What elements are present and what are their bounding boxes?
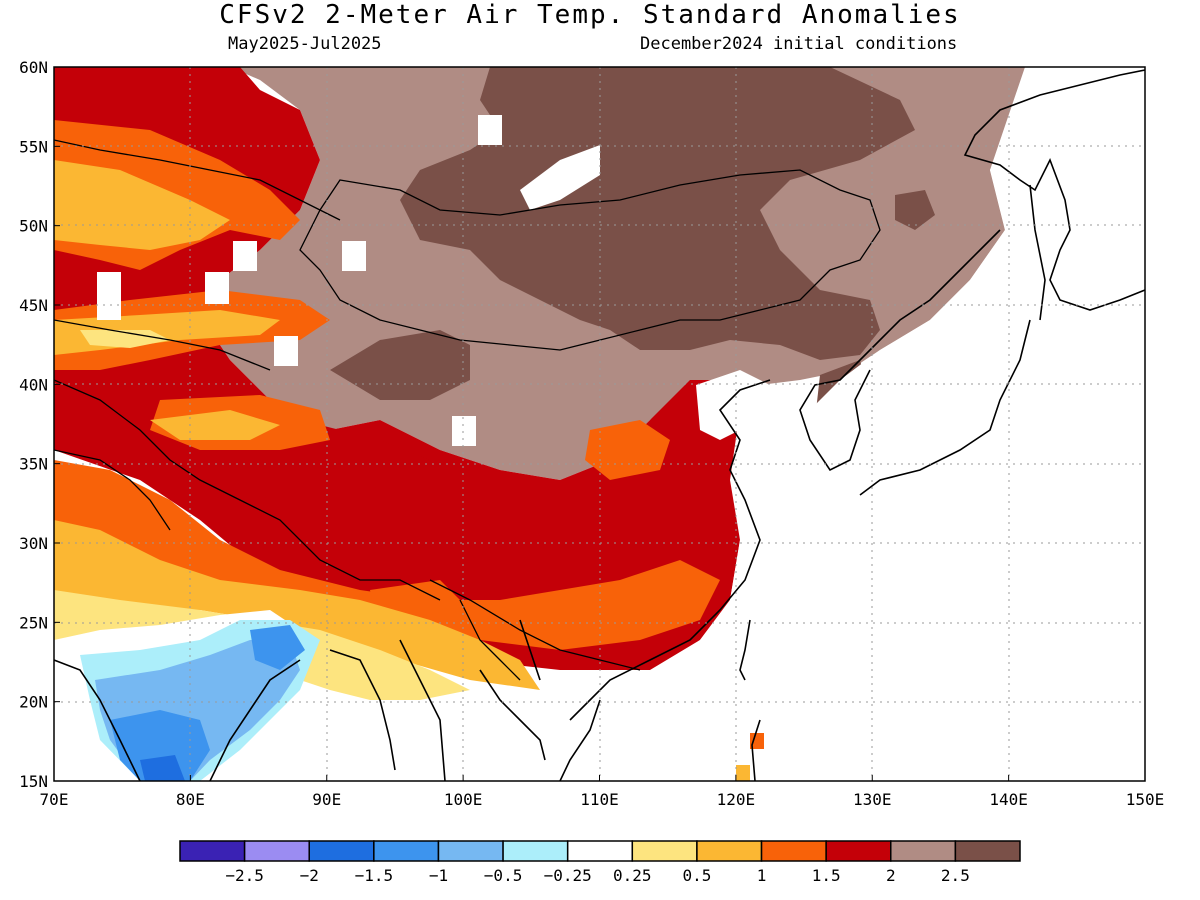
lon-tick-label: 120E [717, 790, 756, 809]
lon-tick-label: 150E [1126, 790, 1165, 809]
colorbar-label: 2.5 [941, 866, 970, 885]
forecast-period: May2025-Jul2025 [228, 34, 382, 54]
colorbar-swatch [243, 840, 310, 862]
colorbar-swatch [179, 840, 246, 862]
lat-tick-label: 15N [19, 772, 48, 791]
anomaly-region-over2_5 [400, 67, 915, 360]
lon-tick-label: 90E [312, 790, 341, 809]
lat-tick-label: 50N [19, 217, 48, 236]
map-title: CFSv2 2-Meter Air Temp. Standard Anomali… [219, 0, 961, 30]
latitude-ticks: 15N 20N 25N 30N 35N 40N 45N 50N 55N 60N [19, 58, 60, 791]
anomaly-region-0_25to0_5 [80, 330, 170, 348]
colorbar-swatch [825, 840, 892, 862]
anomaly-region-neg1to-1_5 [250, 625, 305, 670]
colorbar-swatch [890, 840, 957, 862]
anomaly-region-over2_5 [330, 330, 470, 400]
lat-tick-label: 40N [19, 375, 48, 394]
colorbar-swatch [437, 840, 504, 862]
colorbar-swatch [954, 840, 1021, 862]
anomaly-region-over2_5 [895, 190, 935, 230]
anomaly-region-0_5to1 [54, 520, 540, 690]
colorbar-label: 0.25 [613, 866, 652, 885]
lat-tick-label: 55N [19, 137, 48, 156]
colorbar-label: 2 [886, 866, 896, 885]
lon-tick-label: 80E [176, 790, 205, 809]
colorbar-label: 1 [757, 866, 767, 885]
colorbar-label: −0.25 [544, 866, 592, 885]
initial-conditions: December2024 initial conditions [640, 34, 958, 54]
colorbar-label: −2.5 [225, 866, 264, 885]
lon-tick-label: 100E [444, 790, 483, 809]
lon-tick-label: 70E [40, 790, 69, 809]
coastlines [54, 69, 1145, 781]
lat-tick-label: 30N [19, 534, 48, 553]
anomaly-region-0_5to1 [150, 410, 280, 440]
colorbar-swatch [631, 840, 698, 862]
colorbar: −2.5 −2 −1.5 −1 −0.5 −0.25 0.25 0.5 1 1.5 2 2.5 [179, 840, 1021, 885]
colorbar-label: −2 [300, 866, 319, 885]
longitude-ticks: 70E 80E 90E 100E 110E 120E 130E 140E 150E [40, 775, 1165, 809]
lat-tick-label: 25N [19, 613, 48, 632]
anomaly-region-1to1_5 [54, 460, 720, 650]
colorbar-label: −1 [429, 866, 448, 885]
anomaly-region-neg1to-1_5 [110, 710, 210, 781]
lon-tick-label: 140E [989, 790, 1028, 809]
lon-tick-label: 110E [580, 790, 619, 809]
anomaly-region-1to1_5 [585, 420, 670, 480]
colorbar-swatch [502, 840, 569, 862]
colorbar-label: −0.5 [484, 866, 523, 885]
colorbar-swatch [373, 840, 440, 862]
anomaly-region-neg1_5to-2 [140, 755, 185, 781]
colorbar-label: 1.5 [812, 866, 841, 885]
lat-tick-label: 35N [19, 455, 48, 474]
anomaly-field [54, 67, 1145, 781]
colorbar-swatch [308, 840, 375, 862]
lat-tick-label: 20N [19, 693, 48, 712]
gridlines [54, 67, 1145, 781]
colorbar-swatch [760, 840, 827, 862]
colorbar-swatch [696, 840, 763, 862]
colorbar-label: 0.5 [682, 866, 711, 885]
lat-tick-label: 60N [19, 58, 48, 77]
lon-tick-label: 130E [853, 790, 892, 809]
lat-tick-label: 45N [19, 296, 48, 315]
ocean-mask [640, 67, 1145, 781]
anomaly-region-0_5to1 [54, 160, 230, 250]
colorbar-swatch [566, 840, 634, 862]
colorbar-label: −1.5 [355, 866, 394, 885]
country-borders [54, 139, 881, 681]
